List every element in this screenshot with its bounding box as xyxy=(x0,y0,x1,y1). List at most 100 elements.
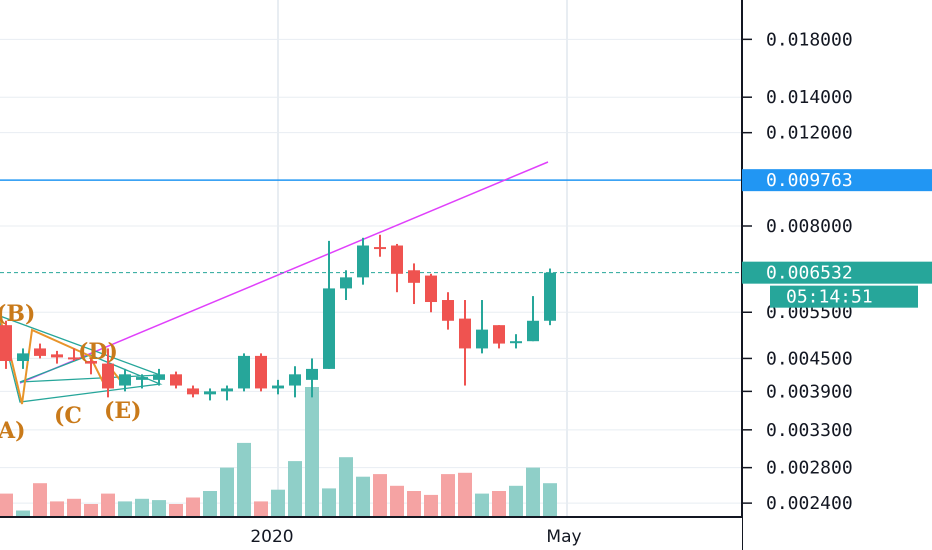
price-tick-label: 0.018000 xyxy=(766,29,853,50)
volume-bar xyxy=(135,498,149,517)
time-axis[interactable]: 2020 May xyxy=(0,516,742,550)
volume-bar xyxy=(118,501,132,517)
volume-bar xyxy=(271,489,285,517)
volume-bars xyxy=(0,387,557,517)
price-axis[interactable]: 0.0180000.0140000.0120000.0080000.005500… xyxy=(741,0,932,550)
volume-bar xyxy=(288,461,302,517)
candle-body[interactable] xyxy=(391,245,403,274)
wave-label-d: (D) xyxy=(78,339,118,365)
volume-bar xyxy=(509,485,523,517)
volume-bar xyxy=(305,387,319,517)
volume-bar xyxy=(169,504,183,517)
price-tick-label: 0.014000 xyxy=(766,87,853,108)
volume-bar xyxy=(33,483,47,517)
drawings[interactable] xyxy=(0,161,742,384)
volume-bar xyxy=(0,493,13,517)
wave-label-b: (B) xyxy=(0,301,35,327)
candle-body[interactable] xyxy=(153,374,165,380)
price-tick-label: 0.003300 xyxy=(766,420,853,441)
countdown-badge-bg xyxy=(770,285,918,308)
time-label-may: May xyxy=(546,527,581,547)
horizontal-line-value: 0.009763 xyxy=(766,170,853,191)
candle-body[interactable] xyxy=(340,277,352,289)
candle-body[interactable] xyxy=(0,325,12,362)
candle-body[interactable] xyxy=(272,385,284,389)
candle-body[interactable] xyxy=(289,374,301,386)
candle-body[interactable] xyxy=(221,388,233,392)
volume-bar xyxy=(84,504,98,517)
volume-bar xyxy=(475,493,489,517)
volume-bar xyxy=(67,498,81,517)
volume-bar xyxy=(458,472,472,517)
candle-body[interactable] xyxy=(527,320,539,342)
volume-bar xyxy=(186,497,200,517)
candle-body[interactable] xyxy=(459,318,471,349)
volume-bar xyxy=(50,501,64,517)
candle-body[interactable] xyxy=(187,388,199,395)
candle-body[interactable] xyxy=(170,374,182,386)
volume-bar xyxy=(220,467,234,517)
candle-body[interactable] xyxy=(17,353,29,362)
time-axis-background xyxy=(0,517,742,550)
volume-bar xyxy=(526,467,540,517)
candle-body[interactable] xyxy=(510,341,522,344)
candle-body[interactable] xyxy=(102,363,114,389)
candle-body[interactable] xyxy=(34,348,46,356)
price-tick-label: 0.004500 xyxy=(766,348,853,369)
candle-body[interactable] xyxy=(255,355,267,389)
candle-body[interactable] xyxy=(425,275,437,303)
volume-bar xyxy=(407,491,421,517)
volume-bar xyxy=(237,442,251,517)
candle-body[interactable] xyxy=(476,329,488,349)
volume-bar xyxy=(543,483,557,517)
volume-bar xyxy=(152,500,166,517)
wave-label-c: (C xyxy=(54,403,82,429)
candle-body[interactable] xyxy=(357,245,369,278)
price-tick-label: 0.012000 xyxy=(766,123,853,144)
candle-body[interactable] xyxy=(323,288,335,369)
last-price-value: 0.006532 xyxy=(766,263,853,284)
volume-bar xyxy=(356,476,370,517)
volume-bar xyxy=(101,493,115,517)
candle-body[interactable] xyxy=(544,272,556,321)
candles[interactable] xyxy=(0,234,556,401)
candle-body[interactable] xyxy=(442,300,454,321)
candle-body[interactable] xyxy=(238,355,250,389)
volume-bar xyxy=(339,457,353,517)
candle-body[interactable] xyxy=(204,391,216,395)
candle-body[interactable] xyxy=(306,368,318,380)
candle-body[interactable] xyxy=(51,354,63,358)
volume-bar xyxy=(203,491,217,517)
volume-bar xyxy=(373,474,387,517)
price-tick-label: 0.008000 xyxy=(766,216,853,237)
last-price-badge: 0.006532 05:14:51 xyxy=(742,261,932,308)
wave-labels: (B) (D) A) (C (E) xyxy=(0,301,142,444)
candle-body[interactable] xyxy=(68,357,80,360)
price-tick-label: 0.003900 xyxy=(766,381,853,402)
price-tick-label: 0.002800 xyxy=(766,458,853,479)
candle-body[interactable] xyxy=(493,325,505,344)
horizontal-line-badge: 0.009763 xyxy=(742,169,932,192)
price-tick-labels: 0.0180000.0140000.0120000.0080000.005500… xyxy=(742,29,853,514)
volume-bar xyxy=(424,494,438,517)
volume-bar xyxy=(390,485,404,517)
bar-countdown: 05:14:51 xyxy=(786,287,873,308)
time-label-2020: 2020 xyxy=(250,527,293,547)
price-tick-label: 0.002400 xyxy=(766,493,853,514)
last-price-badge-bg xyxy=(742,261,932,284)
grid xyxy=(0,0,742,517)
volume-bar xyxy=(492,491,506,517)
volume-bar xyxy=(441,474,455,517)
candle-body[interactable] xyxy=(136,377,148,380)
candle-body[interactable] xyxy=(374,247,386,250)
volume-bar xyxy=(254,501,268,517)
wave-label-a: A) xyxy=(0,418,25,444)
candle-body[interactable] xyxy=(119,374,131,386)
volume-bar xyxy=(322,488,336,517)
candle-body[interactable] xyxy=(408,270,420,283)
candle-body[interactable] xyxy=(85,361,97,364)
wave-label-e: (E) xyxy=(104,398,142,424)
volume-bar xyxy=(16,510,30,517)
